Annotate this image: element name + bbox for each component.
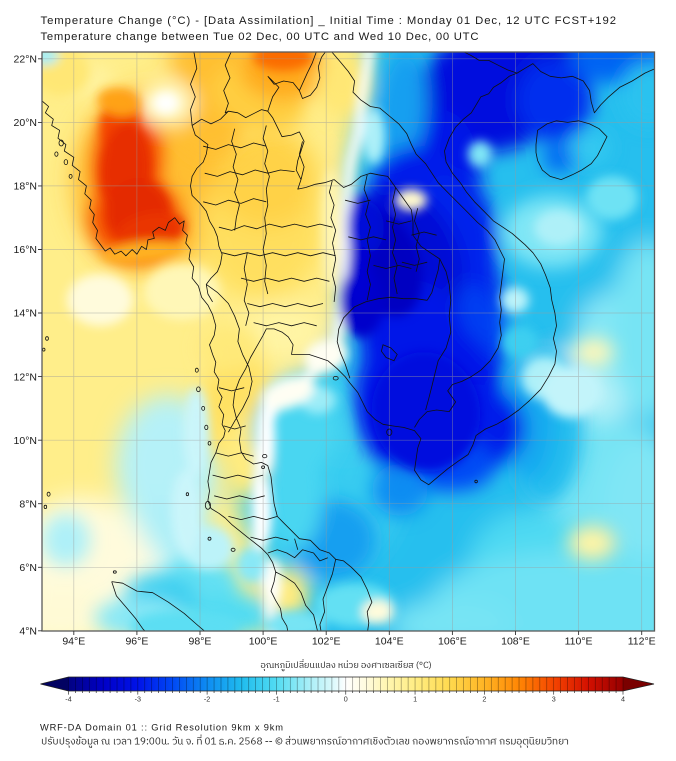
svg-text:102°E: 102°E xyxy=(312,636,341,648)
svg-text:3: 3 xyxy=(552,695,556,704)
svg-text:96°E: 96°E xyxy=(125,636,148,648)
svg-text:-3: -3 xyxy=(135,695,141,704)
svg-text:4°N: 4°N xyxy=(19,626,37,638)
svg-text:100°E: 100°E xyxy=(249,636,278,648)
svg-text:8°N: 8°N xyxy=(19,498,37,510)
svg-text:22°N: 22°N xyxy=(14,54,37,66)
svg-text:4: 4 xyxy=(621,695,625,704)
svg-text:6°N: 6°N xyxy=(19,562,37,574)
svg-text:104°E: 104°E xyxy=(375,636,404,648)
svg-text:94°E: 94°E xyxy=(62,636,85,648)
svg-text:WRF-DA Domain 01 :: Grid Resol: WRF-DA Domain 01 :: Grid Resolution 9km … xyxy=(40,723,283,733)
svg-text:108°E: 108°E xyxy=(501,636,530,648)
svg-text:12°N: 12°N xyxy=(14,371,37,383)
svg-text:20°N: 20°N xyxy=(14,117,37,129)
svg-text:-2: -2 xyxy=(204,695,210,704)
svg-text:2: 2 xyxy=(482,695,486,704)
svg-text:18°N: 18°N xyxy=(14,181,37,193)
svg-text:-4: -4 xyxy=(65,695,71,704)
svg-text:Temperature Change (°C) - [Dat: Temperature Change (°C) - [Data Assimila… xyxy=(41,15,617,27)
svg-text:112°E: 112°E xyxy=(628,636,656,648)
svg-text:110°E: 110°E xyxy=(565,636,593,648)
svg-text:106°E: 106°E xyxy=(438,636,467,648)
svg-text:10°N: 10°N xyxy=(14,435,37,447)
svg-text:1: 1 xyxy=(413,695,417,704)
svg-text:0: 0 xyxy=(344,695,348,704)
svg-text:16°N: 16°N xyxy=(14,244,37,256)
svg-text:98°E: 98°E xyxy=(189,636,212,648)
svg-text:-1: -1 xyxy=(273,695,279,704)
svg-text:Temperature change between Tue: Temperature change between Tue 02 Dec, 0… xyxy=(41,31,479,43)
svg-text:14°N: 14°N xyxy=(14,308,37,320)
